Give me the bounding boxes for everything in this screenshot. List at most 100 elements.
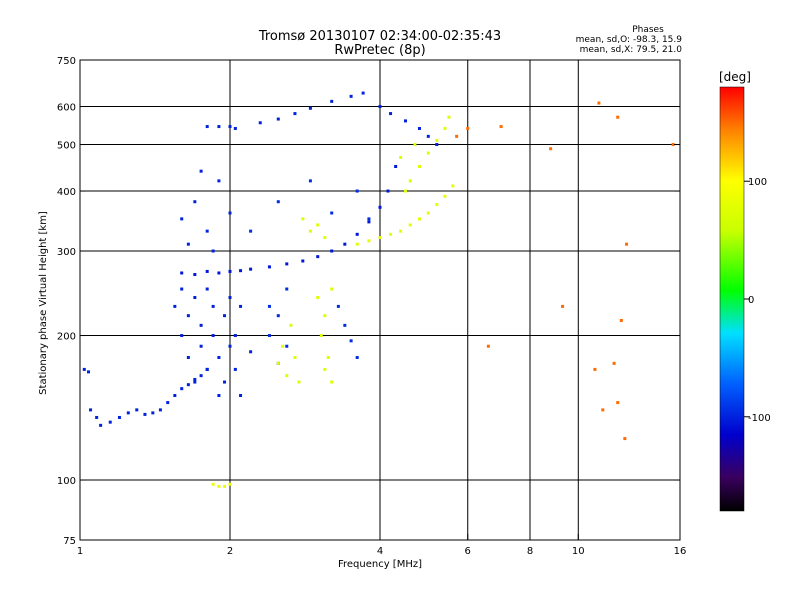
echo-point — [199, 344, 203, 348]
echo-point — [435, 143, 439, 147]
echo-point — [205, 229, 209, 233]
colorbar-tick-label: 100 — [748, 177, 767, 188]
chart-title: Tromsø 20130107 02:34:00-02:35:43 — [258, 29, 501, 44]
echo-point — [173, 304, 177, 308]
y-tick-label: 500 — [57, 141, 76, 152]
echo-point — [108, 420, 112, 424]
y-tick-label: 200 — [57, 332, 76, 343]
echo-point — [293, 355, 297, 359]
echo-point — [223, 484, 227, 488]
echo-point — [293, 112, 297, 116]
echo-point — [193, 273, 197, 277]
echo-point — [95, 415, 99, 419]
echo-point — [276, 117, 280, 121]
echo-point — [343, 242, 347, 246]
echo-point — [211, 304, 215, 308]
echo-point — [233, 126, 237, 130]
echo-point — [285, 374, 289, 378]
echo-point — [417, 217, 421, 221]
echo-point — [616, 401, 620, 405]
echo-point — [228, 344, 232, 348]
echo-point — [211, 482, 215, 486]
echo-point — [205, 367, 209, 371]
echo-point — [435, 202, 439, 206]
echo-point — [447, 115, 451, 119]
echo-points — [82, 91, 675, 488]
echo-point — [239, 394, 243, 398]
x-tick-label: 8 — [527, 546, 533, 557]
y-tick-label: 300 — [57, 247, 76, 258]
echo-point — [180, 271, 184, 275]
colorbar — [719, 86, 745, 512]
echo-point — [211, 334, 215, 338]
echo-point — [616, 115, 620, 119]
echo-point — [217, 394, 221, 398]
echo-point — [355, 355, 359, 359]
echo-point — [355, 242, 359, 246]
echo-point — [499, 125, 503, 129]
phase-info-heading: Phases — [632, 25, 664, 35]
echo-point — [199, 374, 203, 378]
echo-point — [399, 229, 403, 233]
echo-point — [367, 220, 371, 224]
echo-point — [267, 334, 271, 338]
echo-point — [228, 482, 232, 486]
colorbar-label: [deg] — [719, 70, 751, 84]
echo-point — [316, 296, 320, 300]
echo-point — [426, 211, 430, 215]
echo-point — [343, 323, 347, 327]
echo-point — [426, 134, 430, 138]
echo-point — [180, 387, 184, 391]
echo-point — [228, 125, 232, 129]
echo-point — [205, 125, 209, 129]
y-axis-ticks: 75 100 200 300 400 500 600 750 — [57, 56, 680, 547]
echo-point — [308, 179, 312, 183]
echo-point — [466, 126, 470, 130]
echo-point — [233, 334, 237, 338]
x-tick-label: 4 — [377, 546, 383, 557]
echo-point — [330, 287, 334, 291]
echo-point — [249, 350, 253, 354]
echo-point — [330, 99, 334, 103]
y-tick-label: 100 — [57, 476, 76, 487]
echo-point — [308, 229, 312, 233]
echo-point — [228, 211, 232, 215]
echo-point — [82, 367, 86, 371]
phase-info-x: mean, sd,X: 79.5, 21.0 — [580, 45, 683, 55]
phase-info-o: mean, sd,O: -98.3, 15.9 — [576, 35, 683, 45]
echo-point — [386, 189, 390, 193]
echo-point — [249, 229, 253, 233]
echo-point — [180, 217, 184, 221]
echo-point — [403, 189, 407, 193]
echo-point — [193, 377, 197, 381]
echo-point — [267, 265, 271, 269]
x-tick-label: 6 — [465, 546, 471, 557]
echo-point — [601, 408, 605, 412]
echo-point — [619, 318, 623, 322]
echo-point — [211, 249, 215, 253]
echo-point — [355, 189, 359, 193]
echo-point — [186, 383, 190, 387]
colorbar-tick-label: -100 — [748, 413, 771, 424]
echo-point — [378, 236, 382, 240]
echo-point — [413, 143, 417, 147]
echo-point — [249, 267, 253, 271]
echo-point — [199, 323, 203, 327]
echo-point — [426, 151, 430, 155]
echo-point — [135, 408, 139, 412]
echo-point — [443, 194, 447, 198]
echo-point — [228, 269, 232, 273]
echo-point — [389, 112, 393, 116]
echo-point — [285, 262, 289, 266]
echo-point — [193, 380, 197, 384]
echo-point — [223, 314, 227, 318]
y-tick-label: 400 — [57, 187, 76, 198]
x-axis-label: Frequency [MHz] — [338, 559, 422, 570]
echo-point — [193, 200, 197, 204]
echo-point — [323, 367, 327, 371]
echo-point — [199, 169, 203, 173]
echo-point — [336, 304, 340, 308]
echo-point — [399, 155, 403, 159]
echo-point — [285, 344, 289, 348]
echo-point — [258, 121, 262, 125]
